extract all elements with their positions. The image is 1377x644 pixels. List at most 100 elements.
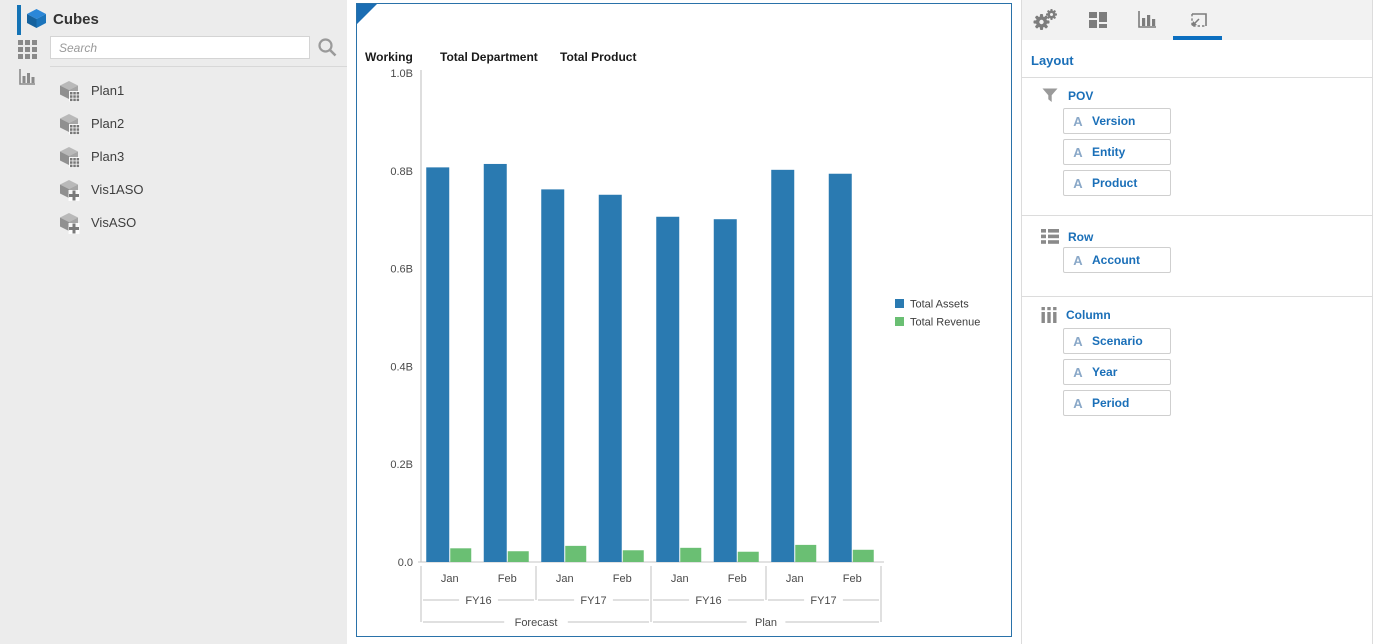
dimension-chip-year[interactable]: A Year <box>1063 359 1171 385</box>
cube-item-label: VisASO <box>91 215 137 230</box>
bar-total-revenue[interactable] <box>507 551 529 562</box>
rows-icon <box>1041 229 1059 244</box>
y-axis-tick-label: 0.0 <box>398 557 413 569</box>
dimension-label: Account <box>1092 253 1140 267</box>
attribute-letter-icon: A <box>1073 395 1083 411</box>
bar-total-revenue[interactable] <box>622 550 644 562</box>
attribute-letter-icon: A <box>1073 333 1083 349</box>
divider <box>50 66 347 67</box>
pov-member-department[interactable]: Total Department <box>440 50 538 64</box>
bar-chart: 1.0B 0.8B 0.6B 0.4B 0.2B 0.0 Jan Feb Jan Feb Jan Fe… <box>390 68 980 629</box>
x-axis-year-label: FY16 <box>695 595 721 607</box>
bar-total-assets[interactable] <box>598 194 622 563</box>
x-axis-scenario-label: Plan <box>755 617 777 629</box>
panel-title: Cubes <box>53 11 99 28</box>
bar-total-revenue[interactable] <box>680 547 702 562</box>
bar-total-assets[interactable] <box>771 169 795 562</box>
chart-icon <box>1138 10 1156 28</box>
cube-grid-icon <box>60 146 80 167</box>
dimension-chip-account[interactable]: A Account <box>1063 247 1171 273</box>
dimension-chip-product[interactable]: A Product <box>1063 170 1171 196</box>
x-axis-period-label: Feb <box>613 573 632 585</box>
bar-total-assets[interactable] <box>828 173 852 562</box>
selected-tab-indicator <box>1173 36 1222 40</box>
cube-item-label: Vis1ASO <box>91 182 144 197</box>
attribute-letter-icon: A <box>1073 252 1083 268</box>
dimension-label: Period <box>1092 396 1130 410</box>
bar-total-revenue[interactable] <box>450 548 472 562</box>
cubes-panel: Cubes <box>0 0 347 644</box>
cube-plus-icon <box>60 179 80 201</box>
y-axis-tick-label: 0.6B <box>390 264 413 276</box>
bar-total-revenue[interactable] <box>737 551 759 562</box>
gears-icon <box>1033 8 1057 30</box>
dimension-chip-period[interactable]: A Period <box>1063 390 1171 416</box>
dimension-chip-version[interactable]: A Version <box>1063 108 1171 134</box>
x-axis-period-label: Jan <box>556 573 574 585</box>
tab-tiles[interactable] <box>1076 3 1120 36</box>
cube-list: Plan1 Plan2 <box>58 74 338 239</box>
divider <box>1022 77 1372 78</box>
section-header-pov: POV <box>1041 87 1093 104</box>
columns-icon <box>1041 307 1057 323</box>
dimension-label: Version <box>1092 114 1136 128</box>
cube-plus-icon <box>60 212 80 234</box>
dimension-label: Scenario <box>1092 334 1143 348</box>
x-axis-period-label: Jan <box>671 573 689 585</box>
cube-list-item-plan3[interactable]: Plan3 <box>58 140 338 173</box>
dimension-chip-scenario[interactable]: A Scenario <box>1063 328 1171 354</box>
bar-total-assets[interactable] <box>713 219 737 562</box>
search-input[interactable] <box>50 36 310 59</box>
legend-swatch <box>895 299 904 308</box>
section-title: POV <box>1068 88 1094 103</box>
legend-label: Total Revenue <box>910 317 980 329</box>
bar-total-assets[interactable] <box>426 167 450 562</box>
dimension-label: Entity <box>1092 145 1126 159</box>
x-axis-period-label: Feb <box>498 573 517 585</box>
grid-icon[interactable] <box>18 40 37 59</box>
properties-panel: Layout POV A Version A Entity A Product <box>1021 0 1373 644</box>
x-axis-period-label: Jan <box>441 573 459 585</box>
cubes-icon[interactable] <box>26 8 47 29</box>
section-header-row: Row <box>1041 229 1093 244</box>
tiles-icon <box>1089 11 1107 28</box>
cube-grid-icon <box>60 113 80 134</box>
cube-item-label: Plan3 <box>91 149 125 164</box>
x-axis-year-label: FY16 <box>465 595 491 607</box>
divider <box>1022 296 1372 297</box>
cube-list-item-plan1[interactable]: Plan1 <box>58 74 338 107</box>
legend-swatch <box>895 317 904 326</box>
layout-resize-icon <box>1191 12 1207 27</box>
attribute-letter-icon: A <box>1073 364 1083 380</box>
cube-item-label: Plan2 <box>91 116 125 131</box>
pov-member-version[interactable]: Working <box>365 50 413 64</box>
pov-member-product[interactable]: Total Product <box>560 50 637 64</box>
divider <box>1022 215 1372 216</box>
legend-item-total-assets[interactable]: Total Assets <box>895 299 969 311</box>
dimension-chip-entity[interactable]: A Entity <box>1063 139 1171 165</box>
active-rail-indicator <box>17 5 21 35</box>
visualization-icon[interactable] <box>18 69 36 86</box>
cube-list-item-vis1aso[interactable]: Vis1ASO <box>58 173 338 206</box>
attribute-letter-icon: A <box>1073 144 1083 160</box>
tab-settings[interactable] <box>1023 3 1067 36</box>
search-icon[interactable] <box>317 37 338 58</box>
tab-layout[interactable] <box>1176 3 1220 36</box>
bar-total-revenue[interactable] <box>795 544 817 562</box>
cube-list-item-visaso[interactable]: VisASO <box>58 206 338 239</box>
bar-total-assets[interactable] <box>483 163 507 563</box>
tab-visualization[interactable] <box>1125 3 1169 36</box>
x-axis-year-label: FY17 <box>580 595 606 607</box>
bar-total-assets[interactable] <box>656 216 680 563</box>
cube-list-item-plan2[interactable]: Plan2 <box>58 107 338 140</box>
legend-item-total-revenue[interactable]: Total Revenue <box>895 317 980 329</box>
panel-tab-strip <box>1022 0 1372 40</box>
attribute-letter-icon: A <box>1073 175 1083 191</box>
bar-total-assets[interactable] <box>541 189 565 562</box>
dimension-label: Product <box>1092 176 1138 190</box>
filter-icon <box>1042 88 1058 102</box>
section-title: Row <box>1068 229 1094 244</box>
bar-total-revenue[interactable] <box>565 545 587 562</box>
bar-total-revenue[interactable] <box>852 549 874 562</box>
x-axis-period-label: Feb <box>728 573 747 585</box>
